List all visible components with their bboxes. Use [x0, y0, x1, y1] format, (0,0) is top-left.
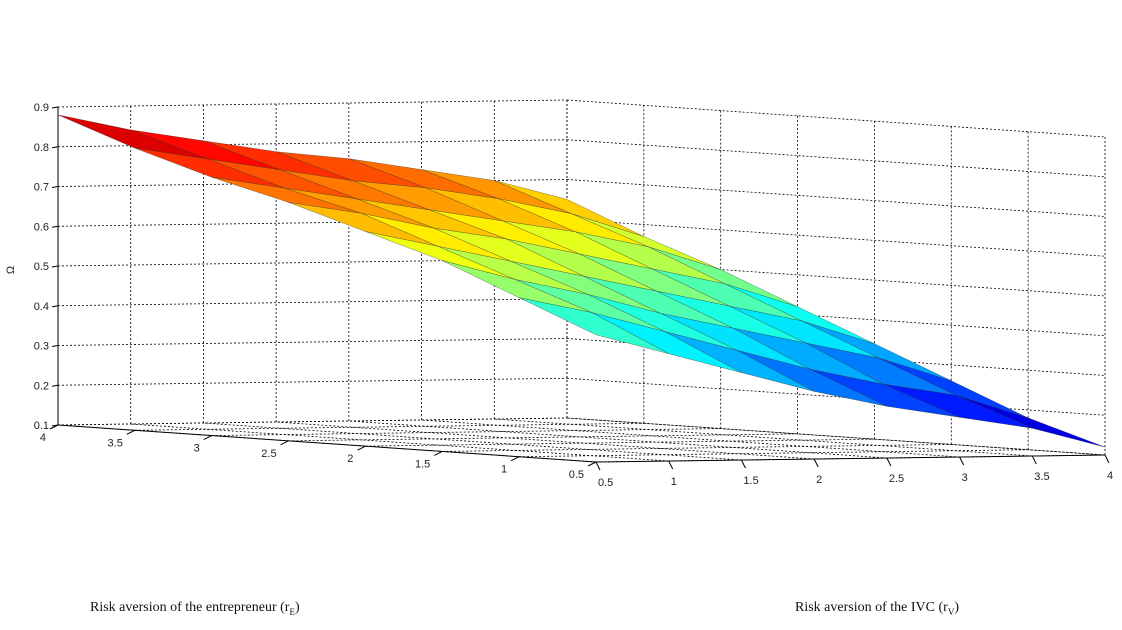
z-tick-mark — [51, 305, 59, 308]
y-tick-mark — [203, 435, 212, 441]
gridline-z-back — [57, 298, 568, 307]
y-axis-label-sub: E — [289, 606, 295, 617]
x-tick-mark — [1031, 455, 1037, 465]
y-tick-mark — [357, 445, 366, 451]
x-tick-label: 1.5 — [743, 475, 758, 487]
x-tick-label: 3 — [962, 472, 968, 484]
surface-patch — [519, 297, 669, 354]
y-tick-label: 4 — [40, 432, 46, 444]
y-axis-line — [57, 424, 597, 463]
x-axis-label-text: Risk aversion of the IVC (r — [795, 600, 948, 615]
gridline-x-floor — [494, 418, 1033, 457]
x-tick-label: 2.5 — [889, 473, 904, 485]
z-tick-label: 0.9 — [34, 102, 49, 114]
y-axis-label-close: ) — [294, 600, 300, 615]
x-tick-label: 3.5 — [1034, 471, 1049, 483]
y-tick-mark — [434, 450, 443, 456]
z-tick-mark — [51, 146, 59, 149]
x-axis-label-close: ) — [954, 600, 959, 615]
z-tick-mark — [51, 384, 59, 387]
z-tick-label: 0.2 — [34, 380, 49, 392]
gridline-y-floor — [519, 449, 1029, 458]
x-axis-label: Risk aversion of the IVC (rV) — [795, 600, 959, 617]
z-tick-mark — [51, 265, 59, 268]
y-tick-mark — [587, 461, 597, 467]
y-axis-label: Risk aversion of the entrepreneur (rE) — [90, 600, 300, 617]
x-tick-label: 1 — [671, 476, 677, 488]
z-tick-label: 0.4 — [34, 301, 49, 313]
gridline-y-floor — [57, 417, 568, 426]
x-axis-line — [595, 454, 1106, 463]
surface-mesh — [57, 114, 1106, 448]
gridline-z-side — [566, 377, 1106, 416]
y-axis-label-text: Risk aversion of the entrepreneur (r — [90, 600, 290, 615]
gridline-x-floor — [566, 417, 1106, 456]
y-tick-label: 3.5 — [108, 437, 123, 449]
gridline-z-side — [566, 99, 1106, 138]
surface-patch — [955, 394, 1106, 448]
gridline-y-floor — [288, 433, 798, 442]
x-tick-label: 2 — [816, 474, 822, 486]
gridline-y-floor — [211, 428, 721, 436]
gridline-x-floor — [203, 422, 742, 461]
gridline-z-back — [57, 377, 568, 386]
y-tick-mark — [49, 424, 59, 430]
x-tick-label: 4 — [1107, 470, 1113, 482]
y-tick-label: 1 — [501, 464, 507, 476]
gridline-y-floor — [365, 438, 875, 447]
y-tick-mark — [280, 440, 289, 446]
x-tick-mark — [740, 459, 746, 469]
z-tick-mark — [51, 225, 59, 228]
surface-patch — [57, 114, 208, 160]
x-tick-mark — [813, 458, 819, 468]
gridline-z-side — [566, 218, 1106, 257]
x-tick-mark — [595, 461, 601, 471]
z-tick-label: 0.1 — [34, 420, 49, 432]
y-tick-label: 2.5 — [261, 448, 276, 460]
gridline-z-back — [57, 99, 568, 108]
gridline-z-side — [566, 139, 1106, 178]
gridline-z-back — [57, 338, 568, 346]
z-tick-mark — [51, 106, 59, 109]
x-tick-mark — [886, 457, 892, 467]
z-tick-label: 0.6 — [34, 221, 49, 233]
y-tick-mark — [126, 429, 136, 435]
gridline-x-floor — [276, 421, 815, 460]
gridline-x-floor — [348, 420, 887, 459]
gridline-y-floor — [134, 422, 644, 431]
gridline-x-floor — [421, 419, 960, 458]
z-tick-label: 0.7 — [34, 182, 49, 194]
gridline-z-side — [566, 179, 1106, 217]
x-tick-mark — [668, 460, 674, 470]
y-tick-label: 1.5 — [415, 458, 430, 470]
z-axis-label: Ω — [5, 266, 17, 274]
x-tick-label: 0.5 — [598, 477, 613, 489]
z-tick-mark — [51, 345, 59, 347]
y-tick-label: 2 — [347, 453, 353, 465]
z-tick-label: 0.3 — [34, 341, 49, 353]
z-tick-label: 0.5 — [34, 261, 49, 273]
gridline-y-floor — [442, 444, 952, 452]
z-tick-label: 0.8 — [34, 142, 49, 154]
y-tick-mark — [510, 456, 520, 462]
x-tick-mark — [959, 456, 965, 466]
tick-labels: 0.1 0.2 0.3 0.4 0.5 0.6 0.7 0.8 0.9 0.5 1 1.5 2 2.5 3 3… — [34, 102, 1113, 489]
z-tick-mark — [51, 186, 59, 188]
x-tick-mark — [1104, 454, 1110, 464]
gridline-x-floor — [130, 423, 669, 462]
y-tick-label: 3 — [194, 443, 200, 455]
axes-grid — [57, 99, 1106, 463]
y-tick-label: 0.5 — [569, 469, 584, 481]
x-axis-label-sub: V — [947, 606, 955, 617]
